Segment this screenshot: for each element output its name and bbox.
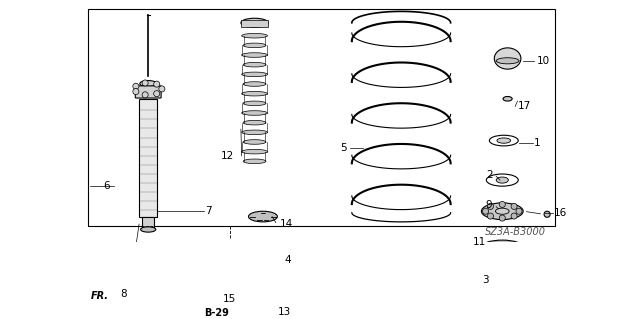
Circle shape — [483, 208, 488, 214]
Ellipse shape — [140, 80, 157, 87]
Ellipse shape — [296, 312, 310, 315]
Ellipse shape — [481, 203, 523, 219]
Ellipse shape — [295, 278, 312, 282]
Ellipse shape — [141, 227, 156, 232]
Ellipse shape — [242, 111, 268, 115]
Circle shape — [159, 86, 165, 92]
Ellipse shape — [243, 101, 266, 106]
Circle shape — [142, 80, 148, 86]
Text: 8: 8 — [120, 289, 127, 299]
Ellipse shape — [296, 318, 310, 319]
Text: 9: 9 — [486, 200, 492, 210]
Circle shape — [499, 215, 506, 221]
Ellipse shape — [242, 149, 268, 154]
Text: 16: 16 — [554, 208, 567, 218]
Text: 17: 17 — [518, 101, 531, 111]
Ellipse shape — [487, 280, 518, 290]
Ellipse shape — [188, 298, 204, 310]
Ellipse shape — [295, 285, 311, 289]
Text: 2: 2 — [486, 170, 492, 180]
Text: 3: 3 — [482, 275, 488, 285]
Text: FR.: FR. — [92, 291, 109, 301]
Text: 10: 10 — [536, 56, 550, 66]
Bar — [241, 20, 268, 27]
Text: 7: 7 — [205, 206, 212, 216]
Text: B-29: B-29 — [204, 308, 229, 318]
Text: 4: 4 — [284, 255, 291, 265]
Ellipse shape — [490, 135, 518, 146]
Ellipse shape — [544, 211, 550, 217]
Text: 6: 6 — [104, 181, 110, 191]
Ellipse shape — [243, 63, 266, 67]
Circle shape — [142, 92, 148, 98]
Ellipse shape — [296, 260, 308, 264]
Circle shape — [488, 213, 493, 219]
Ellipse shape — [296, 305, 310, 309]
Ellipse shape — [496, 58, 519, 64]
Circle shape — [511, 203, 517, 210]
Text: 5: 5 — [340, 143, 346, 153]
Ellipse shape — [503, 97, 512, 101]
Text: 15: 15 — [223, 293, 236, 304]
Ellipse shape — [296, 292, 311, 295]
Ellipse shape — [296, 298, 311, 302]
Circle shape — [488, 203, 493, 210]
Text: SZ3A-B3000: SZ3A-B3000 — [485, 227, 546, 237]
Text: 14: 14 — [280, 219, 293, 229]
Ellipse shape — [242, 33, 268, 38]
Ellipse shape — [494, 48, 521, 69]
Ellipse shape — [495, 208, 509, 214]
Ellipse shape — [497, 138, 511, 143]
Text: 12: 12 — [221, 151, 234, 161]
Ellipse shape — [243, 159, 266, 164]
Circle shape — [516, 208, 522, 214]
Text: 11: 11 — [473, 237, 486, 247]
Ellipse shape — [242, 130, 268, 135]
Text: 13: 13 — [278, 307, 291, 316]
FancyBboxPatch shape — [135, 86, 161, 98]
Ellipse shape — [248, 211, 277, 222]
Bar — [181, 270, 253, 319]
Circle shape — [154, 81, 160, 87]
Circle shape — [133, 83, 139, 89]
Bar — [142, 217, 154, 228]
Circle shape — [133, 88, 139, 94]
Ellipse shape — [496, 177, 508, 183]
Ellipse shape — [243, 43, 266, 48]
Ellipse shape — [295, 272, 312, 275]
Bar — [139, 99, 157, 217]
Bar — [88, 9, 556, 226]
Circle shape — [499, 201, 506, 207]
Ellipse shape — [242, 53, 268, 57]
Ellipse shape — [499, 283, 506, 286]
Circle shape — [511, 213, 517, 219]
Circle shape — [154, 91, 160, 97]
Ellipse shape — [242, 72, 268, 77]
Ellipse shape — [486, 174, 518, 186]
Ellipse shape — [241, 18, 268, 27]
Ellipse shape — [192, 301, 200, 307]
Text: 1: 1 — [534, 138, 541, 148]
Ellipse shape — [243, 140, 266, 144]
Ellipse shape — [243, 120, 266, 125]
Ellipse shape — [242, 92, 268, 96]
Ellipse shape — [481, 240, 523, 254]
Ellipse shape — [243, 82, 266, 86]
